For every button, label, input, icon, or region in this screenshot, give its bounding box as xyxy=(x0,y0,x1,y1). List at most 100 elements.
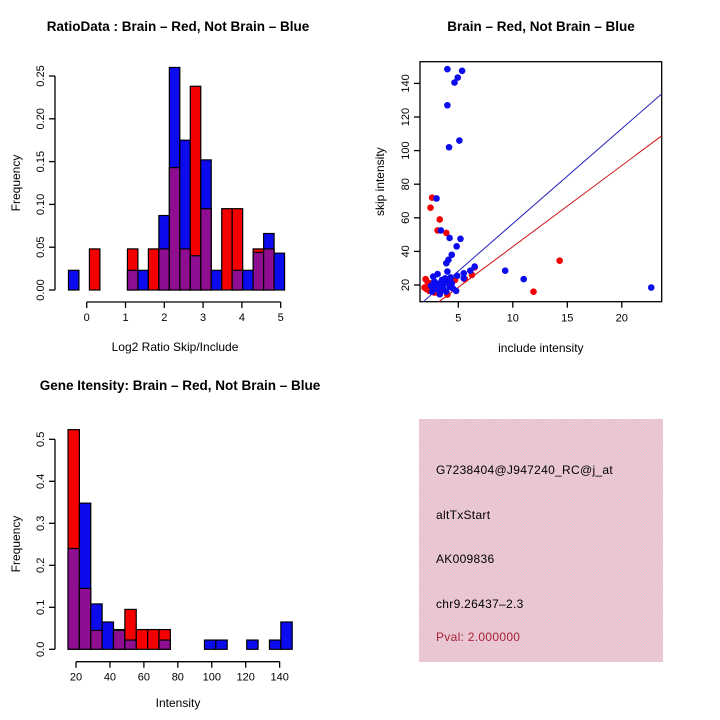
x-tick-label: 60 xyxy=(138,672,150,684)
red-fit-line xyxy=(438,135,662,303)
panel-intensity-scatter: Brain – Red, Not Brain – Blue include int… xyxy=(360,0,720,360)
locus-text: chr9.26437–2.3 xyxy=(436,597,524,611)
x-tick-label: 4 xyxy=(239,312,245,324)
histogram-bar-blue xyxy=(67,269,80,291)
data-point-blue xyxy=(445,143,453,151)
histogram-bar-blue xyxy=(210,269,223,291)
y-tick-label: 40 xyxy=(400,245,412,257)
y-axis-label: Frequency xyxy=(9,516,23,573)
data-point-blue xyxy=(647,284,655,291)
plot-box xyxy=(419,61,663,303)
histogram-bar-red xyxy=(135,628,149,650)
y-tick-label: 0.3 xyxy=(35,516,47,531)
probe-id-text: G7238404@J947240_RC@j_at xyxy=(436,463,614,477)
data-point-blue xyxy=(446,234,453,242)
data-point-blue xyxy=(443,288,450,296)
histogram-bar-overlap xyxy=(168,166,181,291)
histogram-bar-blue xyxy=(268,639,282,650)
data-point-red xyxy=(530,288,537,296)
data-point-blue xyxy=(447,274,454,281)
y-tick-label: 60 xyxy=(400,212,412,224)
y-tick-label: 0.00 xyxy=(35,279,47,300)
chart-title: Gene Itensity: Brain – Red, Not Brain – … xyxy=(40,378,321,393)
histogram-bar-overlap xyxy=(90,629,103,650)
accession-text: AK009836 xyxy=(436,552,495,566)
histogram-bar-overlap xyxy=(67,547,80,650)
data-point-blue xyxy=(444,101,451,109)
y-tick-label: 0.25 xyxy=(35,65,47,86)
data-point-blue xyxy=(444,65,451,73)
x-tick-label: 2 xyxy=(161,312,167,324)
x-tick-label: 120 xyxy=(237,672,255,684)
data-point-red xyxy=(427,204,434,212)
histogram-bar-red xyxy=(88,248,101,291)
x-tick-label: 40 xyxy=(104,672,116,684)
data-point-blue xyxy=(453,272,461,280)
data-point-blue xyxy=(460,274,468,282)
x-tick-label: 5 xyxy=(278,312,284,324)
y-tick-label: 0.05 xyxy=(35,236,47,257)
histogram-bar-overlap xyxy=(263,248,275,291)
x-axis-label: Intensity xyxy=(156,696,201,710)
data-point-blue xyxy=(436,290,444,298)
x-tick-label: 80 xyxy=(172,672,184,684)
panel-gene-histogram: Gene Itensity: Brain – Red, Not Brain – … xyxy=(0,360,360,720)
chart-title: Brain – Red, Not Brain – Blue xyxy=(447,19,635,34)
histogram-bar-overlap xyxy=(126,269,139,291)
y-tick-label: 80 xyxy=(400,178,412,190)
x-tick-label: 20 xyxy=(616,313,628,325)
data-point-blue xyxy=(444,268,451,275)
x-tick-label: 10 xyxy=(507,313,519,325)
data-point-blue xyxy=(520,275,527,283)
y-tick-label: 0.0 xyxy=(35,642,47,657)
data-point-blue xyxy=(501,267,509,275)
info-box: G7238404@J947240_RC@j_at altTxStart AK00… xyxy=(419,419,663,662)
data-point-blue xyxy=(448,251,456,259)
histogram-bar-overlap xyxy=(231,269,244,291)
histogram-bar-overlap xyxy=(200,208,212,291)
intensity-scatter-chart: Brain – Red, Not Brain – Blue include int… xyxy=(373,19,663,355)
data-point-blue xyxy=(460,269,468,277)
data-point-blue xyxy=(438,276,446,284)
data-point-blue xyxy=(452,287,460,295)
data-point-blue xyxy=(428,288,436,296)
y-tick-label: 0.4 xyxy=(35,474,47,489)
x-tick-label: 3 xyxy=(200,312,206,324)
histogram-bar-blue xyxy=(203,639,217,650)
histogram-bar-overlap xyxy=(112,629,126,650)
event-type-text: altTxStart xyxy=(436,508,491,522)
blue-fit-line xyxy=(422,93,663,303)
ratio-histogram-chart: RatioData : Brain – Red, Not Brain – Blu… xyxy=(9,19,310,354)
data-point-red xyxy=(443,229,450,237)
data-point-blue xyxy=(453,243,460,250)
gene-intensity-histogram-chart: Gene Itensity: Brain – Red, Not Brain – … xyxy=(9,378,321,710)
data-point-blue xyxy=(471,263,478,270)
data-point-blue xyxy=(433,195,440,202)
histogram-bar-red xyxy=(147,248,160,291)
histogram-bar-red xyxy=(147,628,160,650)
y-axis-label: Frequency xyxy=(9,155,23,212)
data-point-blue xyxy=(458,67,466,75)
data-point-blue xyxy=(427,282,435,290)
histogram-bar-blue xyxy=(246,639,259,650)
y-tick-label: 0.5 xyxy=(35,432,47,447)
x-tick-label: 20 xyxy=(70,672,82,684)
panel-ratio-histogram: RatioData : Brain – Red, Not Brain – Blu… xyxy=(0,0,360,360)
data-point-blue xyxy=(437,227,445,234)
y-tick-label: 0.1 xyxy=(35,600,47,615)
x-tick-label: 15 xyxy=(561,313,573,325)
data-point-blue xyxy=(429,273,437,280)
histogram-bar-overlap xyxy=(158,639,171,650)
x-axis-label: Log2 Ratio Skip/Include xyxy=(112,340,239,354)
data-point-red xyxy=(436,216,444,223)
y-tick-label: 20 xyxy=(400,279,412,291)
data-point-blue xyxy=(456,137,463,144)
x-tick-label: 100 xyxy=(203,672,221,684)
data-point-blue xyxy=(454,74,462,81)
histogram-bar-blue xyxy=(215,639,228,650)
y-axis-label: skip intensity xyxy=(373,147,387,216)
data-point-red xyxy=(556,257,563,264)
chart-title: RatioData : Brain – Red, Not Brain – Blu… xyxy=(47,19,310,34)
histogram-bar-overlap xyxy=(124,639,137,650)
